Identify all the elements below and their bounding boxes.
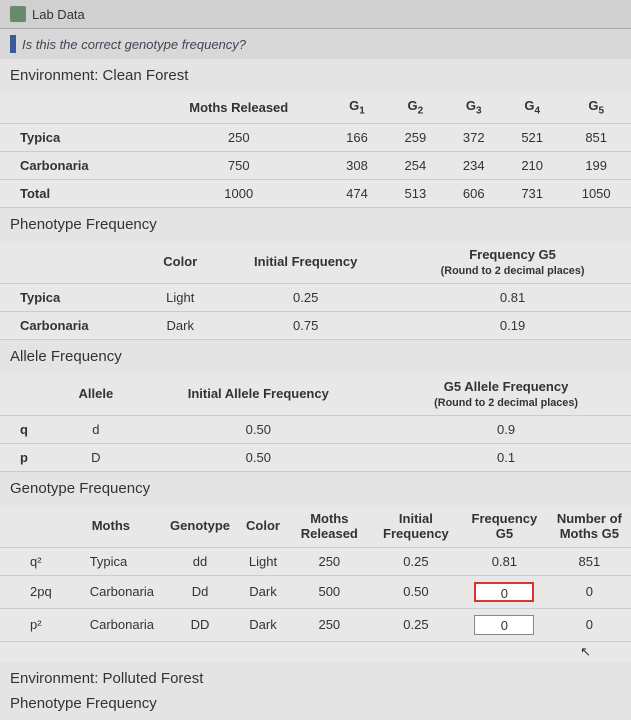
table-row: p D 0.50 0.1 [0,443,631,471]
col-init-allele-freq: Initial Allele Frequency [135,373,381,416]
table-row: 2pq Carbonaria Dd Dark 500 0.50 0 0 [0,575,631,608]
question-bar: Is this the correct genotype frequency? [0,29,631,59]
col-g5-allele-freq: G5 Allele Frequency(Round to 2 decimal p… [381,373,631,416]
col-genotype: Genotype [162,505,238,548]
freq-g5-input[interactable]: 0 [474,582,534,602]
col-g3: G3 [445,92,503,123]
header-title: Lab Data [32,7,85,22]
flask-icon [10,6,26,22]
col-g4: G4 [503,92,561,123]
col-init-freq: Initial Frequency [217,241,394,284]
table-row: Typica 250 166 259 372 521 851 [0,123,631,151]
col-moths-rel: Moths Released [288,505,371,548]
table-row: Carbonaria 750 308 254 234 210 199 [0,151,631,179]
col-moths: Moths [60,505,162,548]
environment-clean-title: Environment: Clean Forest [0,59,631,92]
freq-g5-value: 0.81 [492,554,517,569]
moths-released-table: Moths Released G1 G2 G3 G4 G5 Typica 250… [0,92,631,208]
table-row: q² Typica dd Light 250 0.25 0.81 851 [0,547,631,575]
table-row: q d 0.50 0.9 [0,415,631,443]
table-row: p² Carbonaria DD Dark 250 0.25 0 0 [0,608,631,641]
col-color: Color [143,241,217,284]
col-freq-g5: Frequency G5 [461,505,548,548]
phenotype-table: Color Initial Frequency Frequency G5(Rou… [0,241,631,340]
question-text: Is this the correct genotype frequency? [22,37,246,52]
freq-g5-input[interactable]: 0 [474,615,534,635]
col-num-moths-g5: Number of Moths G5 [548,505,631,548]
environment-polluted-title: Environment: Polluted Forest [0,662,631,695]
col-moths-released: Moths Released [150,92,328,123]
genotype-table: Moths Genotype Color Moths Released Init… [0,505,631,642]
col-init-freq: Initial Frequency [371,505,461,548]
col-g2: G2 [386,92,444,123]
col-color: Color [238,505,288,548]
genotype-freq-title: Genotype Frequency [0,472,631,505]
table-row: Carbonaria Dark 0.75 0.19 [0,311,631,339]
lab-data-header: Lab Data [0,0,631,29]
table-row: Total 1000 474 513 606 731 1050 [0,179,631,207]
question-indicator-icon [10,35,16,53]
cursor-icon: ↖ [580,644,591,659]
col-g1: G1 [328,92,386,123]
allele-freq-title: Allele Frequency [0,340,631,373]
col-allele: Allele [56,373,135,416]
allele-table: Allele Initial Allele Frequency G5 Allel… [0,373,631,472]
col-freq-g5: Frequency G5(Round to 2 decimal places) [394,241,631,284]
col-g5: G5 [561,92,631,123]
phenotype-freq-title-2: Phenotype Frequency [0,695,631,720]
phenotype-freq-title: Phenotype Frequency [0,208,631,241]
table-row: Typica Light 0.25 0.81 [0,283,631,311]
